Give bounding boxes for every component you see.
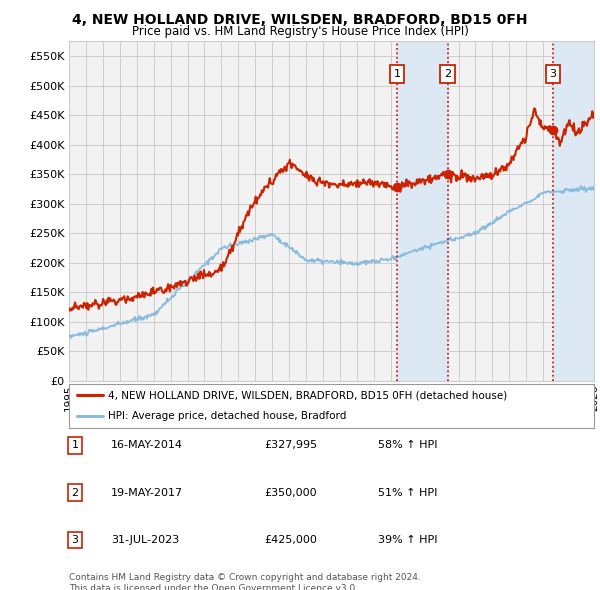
Text: 19-MAY-2017: 19-MAY-2017 bbox=[111, 488, 183, 497]
Text: 4, NEW HOLLAND DRIVE, WILSDEN, BRADFORD, BD15 0FH (detached house): 4, NEW HOLLAND DRIVE, WILSDEN, BRADFORD,… bbox=[109, 391, 508, 401]
Text: 1: 1 bbox=[394, 69, 401, 78]
Text: 58% ↑ HPI: 58% ↑ HPI bbox=[378, 441, 437, 450]
Text: 2: 2 bbox=[444, 69, 451, 78]
Text: 1: 1 bbox=[71, 441, 79, 450]
Text: 31-JUL-2023: 31-JUL-2023 bbox=[111, 535, 179, 545]
Text: 39% ↑ HPI: 39% ↑ HPI bbox=[378, 535, 437, 545]
Text: 4, NEW HOLLAND DRIVE, WILSDEN, BRADFORD, BD15 0FH: 4, NEW HOLLAND DRIVE, WILSDEN, BRADFORD,… bbox=[72, 13, 528, 27]
Bar bbox=[397, 41, 448, 381]
Text: £350,000: £350,000 bbox=[264, 488, 317, 497]
Text: £327,995: £327,995 bbox=[264, 441, 317, 450]
Text: 3: 3 bbox=[71, 535, 79, 545]
Text: Contains HM Land Registry data © Crown copyright and database right 2024.
This d: Contains HM Land Registry data © Crown c… bbox=[69, 573, 421, 590]
Bar bbox=[553, 41, 598, 381]
Text: 2: 2 bbox=[71, 488, 79, 497]
Text: £425,000: £425,000 bbox=[264, 535, 317, 545]
Text: 16-MAY-2014: 16-MAY-2014 bbox=[111, 441, 183, 450]
Text: 51% ↑ HPI: 51% ↑ HPI bbox=[378, 488, 437, 497]
Text: HPI: Average price, detached house, Bradford: HPI: Average price, detached house, Brad… bbox=[109, 411, 347, 421]
Text: Price paid vs. HM Land Registry's House Price Index (HPI): Price paid vs. HM Land Registry's House … bbox=[131, 25, 469, 38]
Text: 3: 3 bbox=[550, 69, 557, 78]
